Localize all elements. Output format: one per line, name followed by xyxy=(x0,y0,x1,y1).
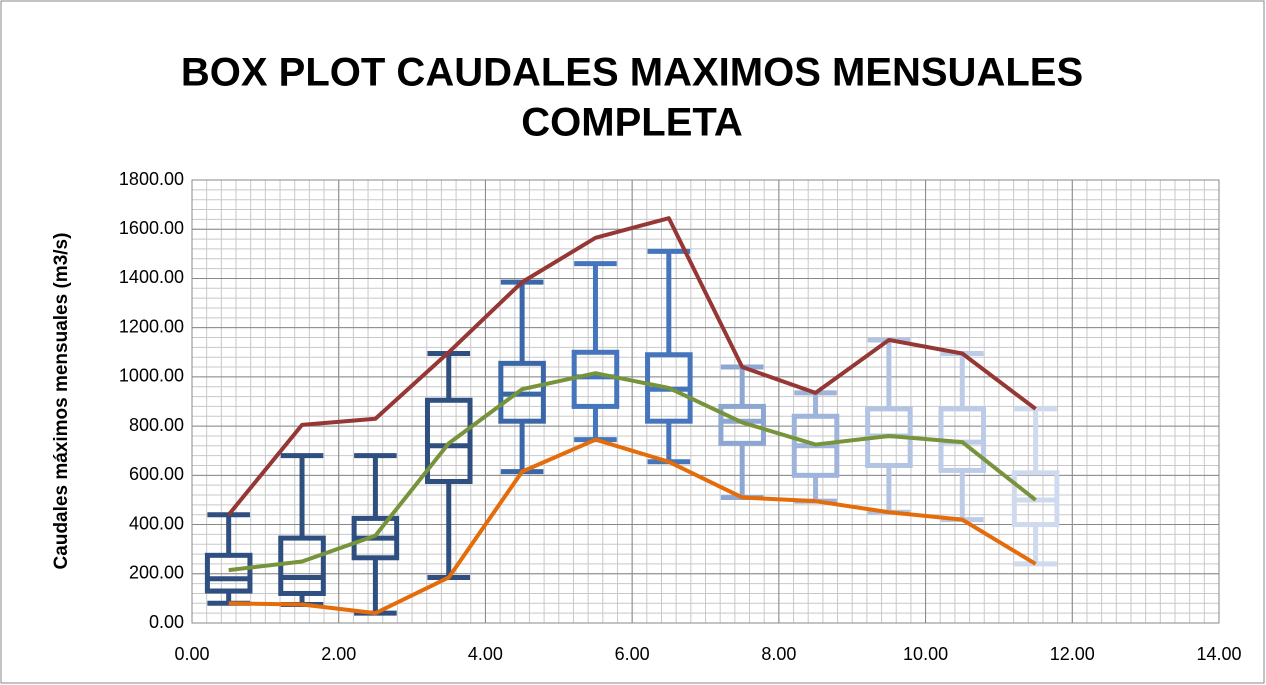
x-tick-label: 4.00 xyxy=(468,644,503,664)
y-tick-label: 400.00 xyxy=(129,513,184,533)
y-tick-label: 1600.00 xyxy=(119,218,184,238)
box xyxy=(424,397,473,484)
x-tick-label: 0.00 xyxy=(174,644,209,664)
x-tick-label: 8.00 xyxy=(761,644,796,664)
y-tick-label: 1200.00 xyxy=(119,316,184,336)
y-tick-label: 1800.00 xyxy=(119,169,184,189)
y-tick-label: 0.00 xyxy=(149,612,184,632)
box xyxy=(204,552,253,594)
x-tick-label: 10.00 xyxy=(903,644,948,664)
series-line xyxy=(228,371,1037,573)
y-tick-label: 1400.00 xyxy=(119,267,184,287)
y-tick-label: 1000.00 xyxy=(119,366,184,386)
box xyxy=(718,403,766,446)
y-tick-label: 800.00 xyxy=(129,415,184,435)
chart-title: COMPLETA xyxy=(521,101,742,145)
chart-title: BOX PLOT CAUDALES MAXIMOS MENSUALES xyxy=(181,51,1083,95)
x-tick-label: 6.00 xyxy=(615,644,650,664)
series-line xyxy=(227,216,1037,516)
y-axis-label: Caudales máximos mensuales (m3/s) xyxy=(51,233,72,570)
series-line xyxy=(228,437,1037,616)
x-tick-label: 14.00 xyxy=(1196,644,1241,664)
x-tick-label: 12.00 xyxy=(1050,644,1095,664)
y-tick-label: 200.00 xyxy=(129,563,184,583)
x-tick-label: 2.00 xyxy=(321,644,356,664)
y-tick-label: 600.00 xyxy=(129,464,184,484)
